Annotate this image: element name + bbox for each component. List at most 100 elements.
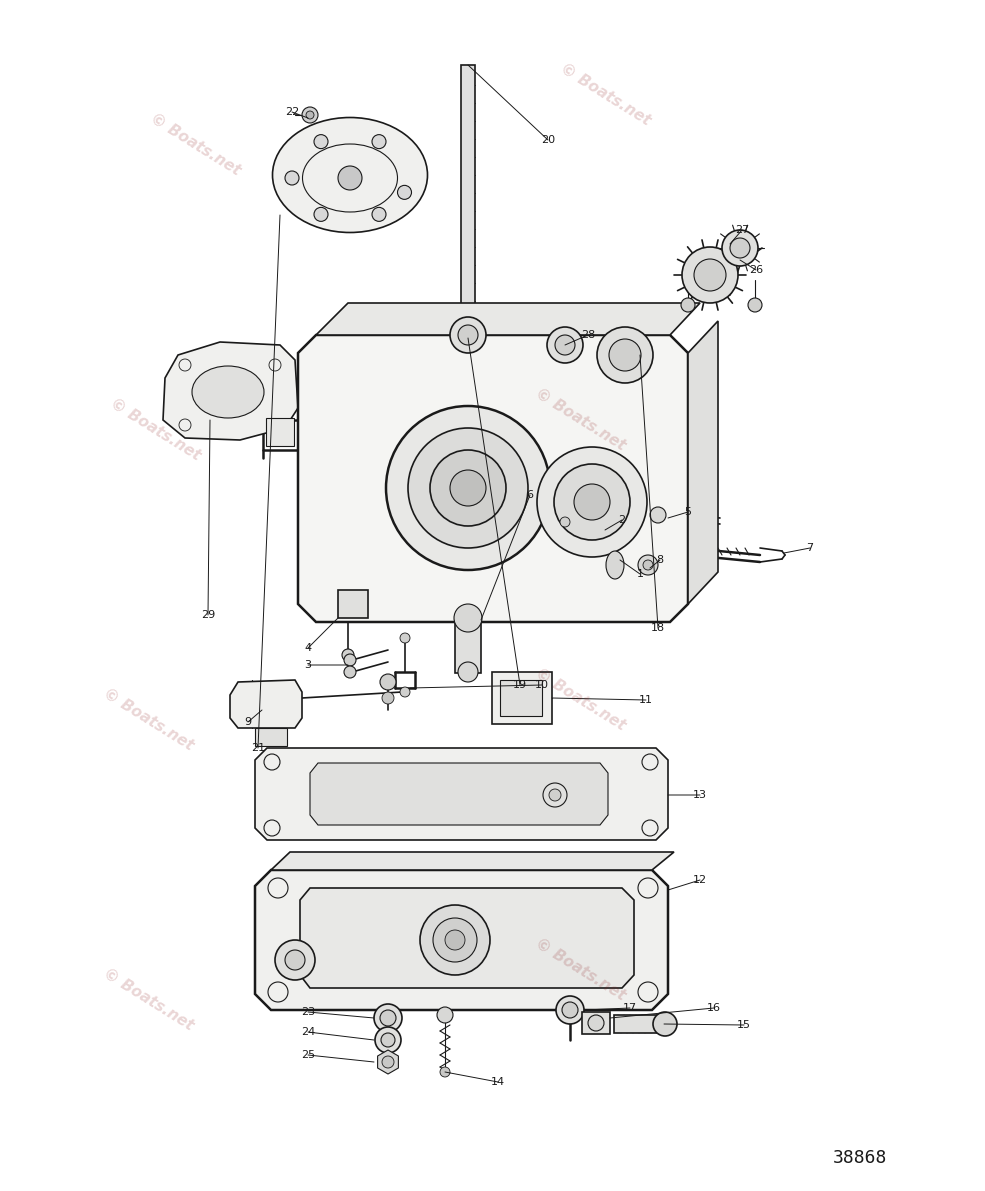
Circle shape	[400, 687, 410, 697]
Bar	[492, 672, 552, 724]
Text: 27: 27	[735, 225, 750, 235]
Polygon shape	[377, 1050, 398, 1074]
Bar	[255, 728, 287, 746]
Circle shape	[454, 604, 482, 632]
Circle shape	[375, 1027, 401, 1053]
Bar	[500, 680, 542, 716]
Circle shape	[382, 1056, 394, 1068]
Text: 23: 23	[301, 1008, 315, 1017]
Text: 24: 24	[300, 1027, 315, 1037]
Bar	[614, 1015, 664, 1033]
Text: 38868: 38868	[832, 1149, 887, 1167]
Circle shape	[748, 298, 762, 312]
Circle shape	[398, 186, 412, 199]
Polygon shape	[310, 763, 608, 825]
Text: © Boats.net: © Boats.net	[147, 111, 243, 179]
Circle shape	[681, 298, 695, 312]
Circle shape	[372, 135, 386, 149]
Circle shape	[597, 328, 653, 384]
Text: 10: 10	[535, 680, 549, 690]
Circle shape	[437, 1008, 453, 1023]
Polygon shape	[316, 303, 700, 335]
Circle shape	[372, 207, 386, 222]
Polygon shape	[688, 322, 718, 604]
Circle shape	[643, 560, 653, 570]
Text: 1: 1	[636, 569, 643, 579]
Circle shape	[386, 406, 550, 570]
Text: 17: 17	[623, 1003, 637, 1014]
Text: 25: 25	[301, 1050, 315, 1060]
Text: © Boats.net: © Boats.net	[532, 666, 627, 734]
Polygon shape	[163, 342, 298, 439]
Circle shape	[314, 207, 328, 222]
Text: 6: 6	[527, 490, 534, 500]
Bar	[455, 618, 481, 673]
Circle shape	[285, 172, 299, 185]
Bar	[461, 66, 475, 330]
Bar	[582, 1012, 610, 1034]
Text: 11: 11	[639, 696, 653, 705]
Circle shape	[458, 325, 478, 345]
Circle shape	[285, 950, 305, 969]
Circle shape	[560, 517, 570, 526]
Polygon shape	[255, 748, 668, 840]
Text: 3: 3	[304, 660, 311, 671]
Text: © Boats.net: © Boats.net	[107, 397, 203, 463]
Text: 7: 7	[807, 543, 814, 553]
Circle shape	[374, 1004, 402, 1031]
Circle shape	[450, 470, 486, 506]
Circle shape	[554, 464, 630, 540]
Circle shape	[430, 450, 506, 526]
Polygon shape	[300, 888, 634, 989]
Circle shape	[574, 484, 610, 520]
Text: 19: 19	[513, 680, 527, 690]
Text: 16: 16	[707, 1003, 721, 1014]
Circle shape	[302, 107, 318, 123]
Text: 13: 13	[693, 790, 707, 800]
Text: 26: 26	[749, 266, 763, 275]
Circle shape	[445, 930, 465, 950]
Text: 8: 8	[656, 555, 664, 565]
Circle shape	[400, 632, 410, 643]
Circle shape	[440, 1067, 450, 1077]
Text: © Boats.net: © Boats.net	[532, 386, 627, 454]
Text: 14: 14	[491, 1077, 505, 1087]
Text: 22: 22	[285, 107, 299, 117]
Ellipse shape	[273, 118, 427, 232]
Text: 15: 15	[737, 1019, 751, 1030]
Text: © Boats.net: © Boats.net	[100, 966, 196, 1034]
Circle shape	[638, 555, 658, 575]
Text: 2: 2	[619, 515, 625, 525]
Circle shape	[588, 1015, 604, 1031]
Text: 20: 20	[541, 135, 556, 145]
Ellipse shape	[192, 366, 264, 418]
Circle shape	[306, 111, 314, 119]
Circle shape	[730, 238, 750, 258]
Text: 12: 12	[692, 875, 707, 885]
Text: 29: 29	[201, 610, 215, 621]
Polygon shape	[271, 852, 674, 869]
Circle shape	[537, 447, 647, 557]
Circle shape	[694, 258, 726, 291]
Circle shape	[344, 654, 356, 666]
Circle shape	[682, 247, 738, 303]
Circle shape	[549, 788, 561, 802]
Circle shape	[458, 662, 478, 682]
Polygon shape	[298, 335, 688, 622]
Circle shape	[555, 335, 575, 355]
Circle shape	[408, 428, 528, 548]
Circle shape	[547, 328, 583, 363]
Text: 28: 28	[581, 330, 595, 339]
Circle shape	[556, 996, 584, 1024]
Text: 4: 4	[304, 643, 311, 653]
Bar	[338, 590, 368, 618]
Circle shape	[543, 782, 567, 807]
Circle shape	[314, 135, 328, 149]
Polygon shape	[230, 680, 302, 728]
Circle shape	[722, 230, 758, 266]
Circle shape	[380, 1010, 396, 1025]
Circle shape	[450, 317, 486, 353]
Circle shape	[562, 1002, 578, 1018]
Circle shape	[338, 166, 362, 191]
Text: © Boats.net: © Boats.net	[100, 686, 196, 754]
